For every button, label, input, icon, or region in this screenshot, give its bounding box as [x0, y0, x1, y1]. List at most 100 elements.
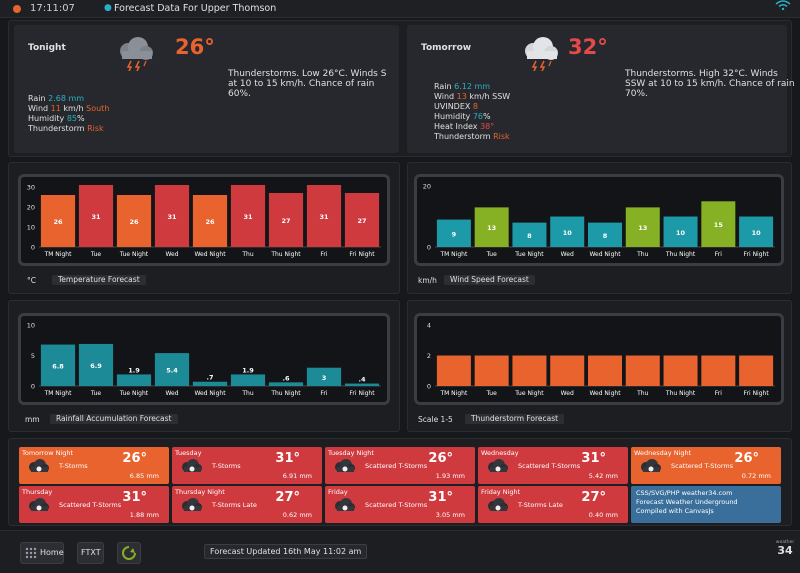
- tile-condition: Scattered T-Storms: [365, 462, 428, 470]
- storm-cloud-icon: [180, 458, 204, 478]
- bar: [154, 353, 190, 386]
- bar-value-label: .6: [283, 374, 290, 382]
- tonight-label: Tonight: [28, 43, 66, 53]
- x-tick-label: Fri Night: [349, 251, 375, 258]
- wind-unit: km/h SSW: [469, 92, 511, 101]
- bar-value-label: 10: [752, 229, 762, 237]
- wind-chart: 0 20 9 TM Night 13 Tue 8 Tue Night 10 Wed 8 Wed Nig…: [414, 174, 784, 266]
- bar: [192, 381, 228, 386]
- x-tick-label: Fri Night: [744, 251, 770, 258]
- wifi-icon: [775, 0, 791, 13]
- bar: [192, 195, 228, 247]
- tile-condition: Scattered T-Storms: [59, 501, 122, 509]
- temperature-chart-title: Temperature Forecast: [52, 275, 146, 285]
- chart-svg: 0 10 20 30 26 TM Night 31 Tue 26 Tue Night 31 Wed 26…: [27, 184, 381, 258]
- forecast-tile: Tomorrow Night 26° T-Storms 6.85 mm: [19, 447, 169, 484]
- refresh-icon: [121, 545, 137, 563]
- tile-day: Tuesday Night: [328, 449, 374, 457]
- y-tick-label: 4: [427, 322, 431, 330]
- x-tick-label: Tue Night: [514, 390, 544, 397]
- bar-value-label: 26: [205, 218, 215, 226]
- y-tick-label: 10: [27, 322, 35, 330]
- x-tick-label: Thu Night: [665, 251, 696, 258]
- y-tick-label: 10: [27, 224, 35, 232]
- y-tick-label: 0: [31, 244, 35, 252]
- x-tick-label: Thu Night: [270, 390, 301, 397]
- tonight-temp: 26°: [175, 35, 215, 59]
- x-tick-label: Tue: [90, 251, 102, 258]
- tile-condition: Scattered T-Storms: [518, 462, 581, 470]
- bar: [344, 193, 380, 247]
- bar-value-label: 8: [603, 232, 608, 240]
- forecast-updated: Forecast Updated 16th May 11:02 am: [204, 544, 368, 559]
- tonight-card: Tonight 26° Thunderstorms. Low 26°C. Win…: [14, 25, 399, 153]
- brand-top: weather: [775, 540, 795, 545]
- bar: [436, 219, 471, 247]
- storm-cloud-icon: [27, 497, 51, 517]
- bar-value-label: .7: [207, 374, 214, 382]
- y-tick-label: 30: [27, 184, 35, 192]
- home-label: Home: [40, 548, 64, 557]
- tile-temp: 26°: [428, 451, 453, 466]
- ftxt-button[interactable]: FTXT: [77, 542, 104, 564]
- bar-value-label: 1.9: [128, 366, 140, 374]
- thunderstorm-cloud-icon: [114, 35, 156, 75]
- tile-condition: Scattered T-Storms: [365, 501, 428, 509]
- home-button[interactable]: Home: [20, 542, 64, 564]
- bar: [40, 344, 76, 386]
- wind-unit: km/h: [418, 276, 437, 285]
- brand-num: 34: [777, 544, 793, 557]
- storm-cloud-icon: [333, 497, 357, 517]
- x-tick-label: Thu Night: [270, 251, 301, 258]
- bar-value-label: 9: [452, 230, 457, 238]
- x-tick-label: Thu: [636, 251, 648, 258]
- weather34-logo: weather 34: [775, 540, 795, 560]
- x-tick-label: Thu: [241, 251, 253, 258]
- x-tick-label: Tue Night: [514, 251, 544, 258]
- tomorrow-card: Tomorrow 32° Thunderstorms. High 32°C. W…: [407, 25, 795, 153]
- refresh-button[interactable]: [117, 542, 141, 564]
- tile-day: Friday: [328, 488, 348, 496]
- bar-value-label: 13: [638, 224, 647, 232]
- x-tick-label: Thu: [636, 390, 648, 397]
- tile-rain: 6.91 mm: [282, 472, 312, 480]
- forecast-tile: Thursday 31° Scattered T-Storms 1.88 mm: [19, 486, 169, 523]
- tile-day: Wednesday: [481, 449, 519, 457]
- top-bar: 17:11:07 ● Forecast Data For Upper Thoms…: [0, 0, 800, 18]
- storm-label: Thunderstorm: [28, 124, 85, 133]
- forecast-tile: Friday 31° Scattered T-Storms 3.05 mm: [325, 486, 475, 523]
- x-tick-label: Tue: [90, 390, 102, 397]
- uv-value: 8: [472, 102, 479, 111]
- tile-temp: 26°: [122, 451, 147, 466]
- clock: 17:11:07: [30, 3, 75, 14]
- tomorrow-temp: 32°: [568, 35, 608, 59]
- tile-rain: 0.62 mm: [282, 511, 312, 519]
- storm-cloud-icon: [639, 458, 663, 478]
- page-title: Forecast Data For Upper Thomson: [114, 3, 277, 14]
- temperature-chart: 0 10 20 30 26 TM Night 31 Tue 26 Tue Night 31 Wed 26…: [18, 174, 390, 266]
- bar: [344, 383, 380, 386]
- x-tick-label: TM Night: [439, 251, 468, 258]
- x-tick-label: TM Night: [44, 251, 73, 258]
- status-dot-icon: [13, 5, 21, 13]
- bar: [268, 193, 304, 247]
- tile-condition: T-Storms: [59, 462, 88, 470]
- x-tick-label: Tue Night: [119, 390, 149, 397]
- storm-chart-title: Thunderstorm Forecast: [465, 414, 565, 424]
- rainfall-unit: mm: [25, 415, 40, 424]
- rain-label: Rain: [434, 82, 452, 91]
- bar-value-label: 31: [167, 213, 177, 221]
- chart-svg: 0 5 10 6.8 TM Night 6.9 Tue 1.9 Tue Night 5.4 Wed.…: [27, 322, 381, 397]
- tile-rain: 0.72 mm: [741, 472, 771, 480]
- tile-day: Wednesday Night: [634, 449, 692, 457]
- bar: [701, 201, 736, 247]
- x-tick-label: Fri Night: [744, 390, 770, 397]
- bar: [474, 355, 509, 386]
- tile-temp: 26°: [734, 451, 759, 466]
- tile-rain: 3.05 mm: [435, 511, 465, 519]
- storm-cloud-icon: [180, 497, 204, 517]
- x-tick-label: Fri: [320, 390, 327, 397]
- bar-value-label: 10: [676, 229, 686, 237]
- tile-condition: T-Storms Late: [518, 501, 563, 509]
- rain-value: 2.68 mm: [48, 94, 85, 103]
